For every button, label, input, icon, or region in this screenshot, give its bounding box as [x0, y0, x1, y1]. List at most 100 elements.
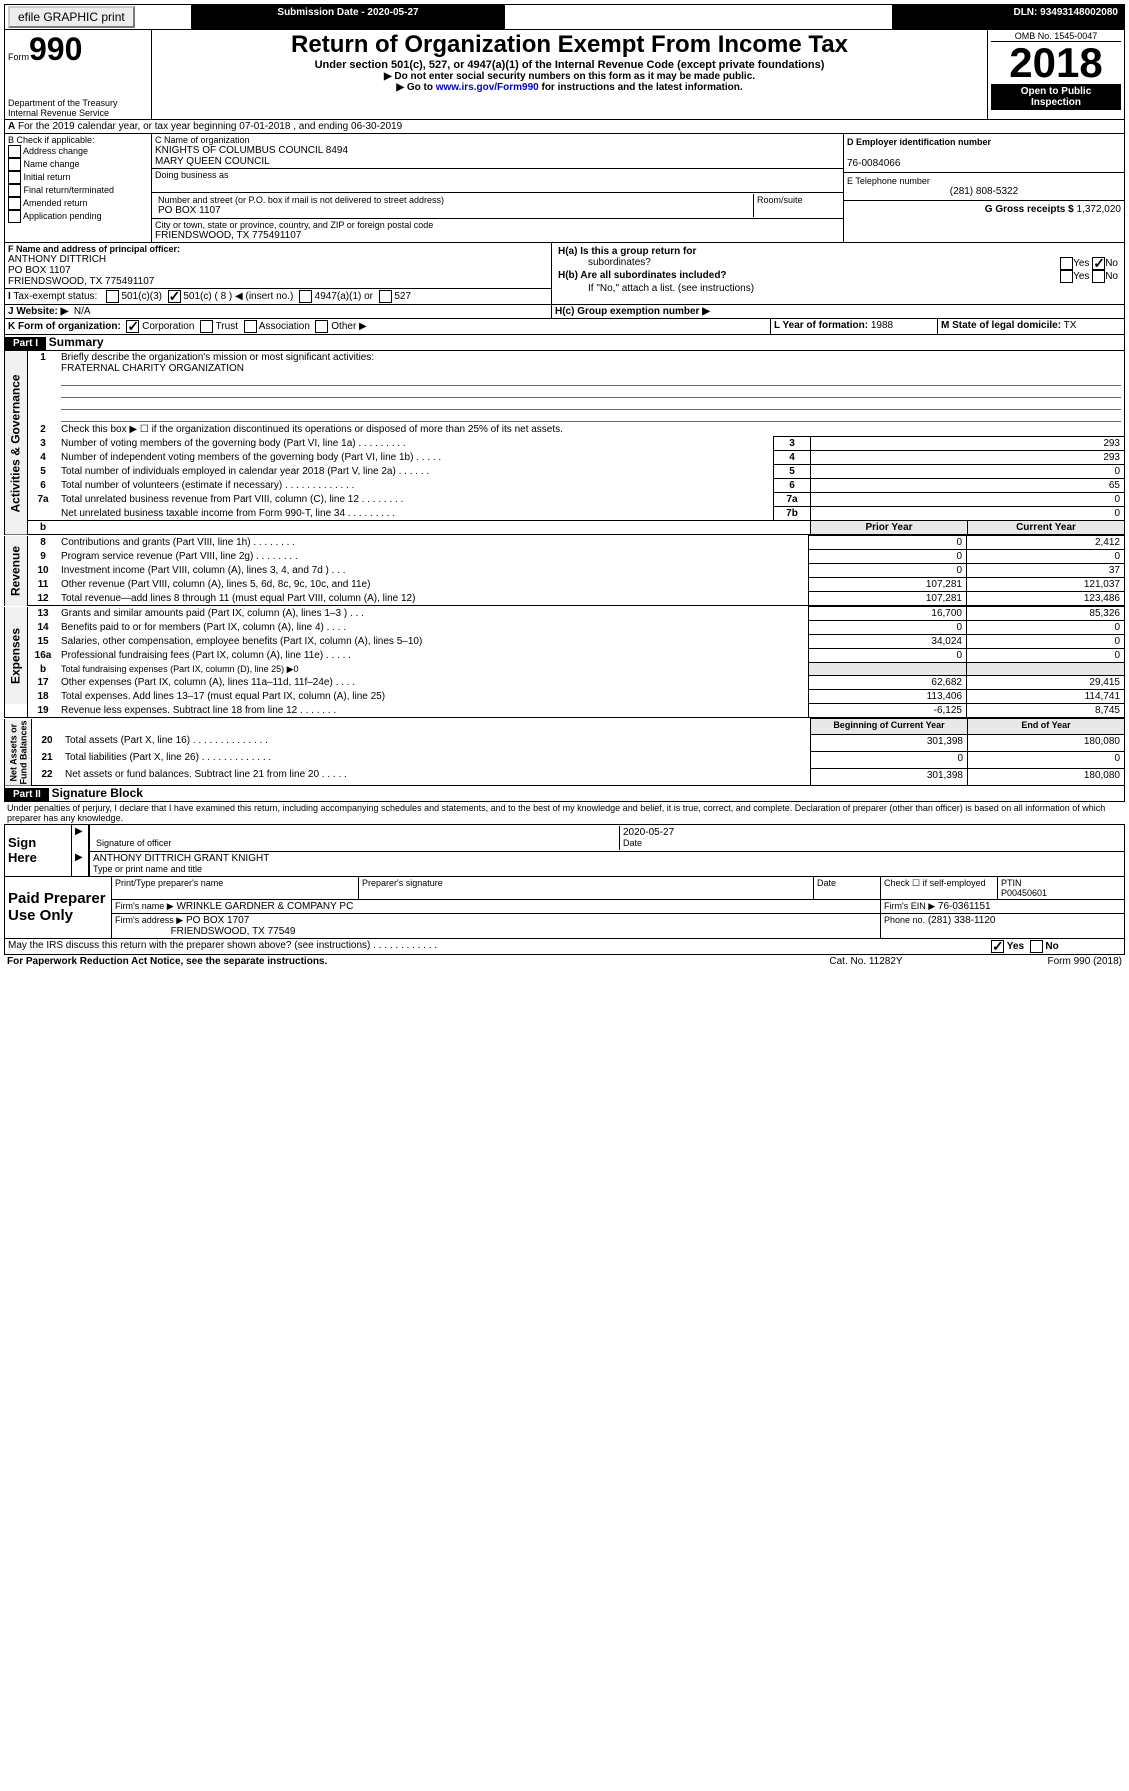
k-label: K Form of organization: [8, 321, 121, 332]
firm-ein: 76-0361151 [938, 901, 991, 912]
check-address[interactable] [8, 145, 21, 158]
q2: Check this box ▶ ☐ if the organization d… [58, 423, 1125, 437]
dba-label: Doing business as [155, 170, 840, 180]
tes-4947[interactable] [299, 290, 312, 303]
self-emp: Check ☐ if self-employed [881, 877, 998, 900]
ha-yes[interactable] [1060, 257, 1073, 270]
py-hdr: Prior Year [811, 521, 968, 535]
submission-date: Submission Date - 2020-05-27 [192, 5, 505, 30]
check-initial[interactable] [8, 171, 21, 184]
discuss-no[interactable] [1030, 940, 1043, 953]
d-label: D Employer identification number [847, 137, 1121, 147]
org-name-1: KNIGHTS OF COLUMBUS COUNCIL 8494 [155, 145, 840, 156]
sign-date: 2020-05-27 [623, 827, 674, 838]
part2-header: Part II Signature Block [4, 786, 1125, 802]
k-corp[interactable] [126, 320, 139, 333]
side-expenses: Expenses [5, 607, 28, 704]
prep-sig-lbl: Preparer's signature [359, 877, 814, 900]
k-trust[interactable] [200, 320, 213, 333]
goto-prefix: ▶ Go to [396, 82, 435, 93]
gross-receipts: 1,372,020 [1077, 204, 1122, 215]
firm-name-lbl: Firm's name ▶ [115, 901, 174, 911]
klm-block: K Form of organization: Corporation Trus… [4, 319, 1125, 335]
prep-date-lbl: Date [814, 877, 881, 900]
check-name[interactable] [8, 158, 21, 171]
rev-9: Program service revenue (Part VIII, line… [58, 550, 809, 564]
firm-name: WRINKLE GARDNER & COMPANY PC [176, 901, 353, 912]
side-revenue: Revenue [5, 536, 28, 606]
discuss-row: May the IRS discuss this return with the… [4, 939, 1125, 955]
instructions-link[interactable]: www.irs.gov/Form990 [436, 82, 539, 93]
dln: DLN: 93493148002080 [892, 5, 1125, 30]
part1-header: Part I Summary [4, 335, 1125, 351]
net-22: Net assets or fund balances. Subtract li… [62, 768, 811, 785]
firm-phone-lbl: Phone no. [884, 915, 925, 925]
discuss-yes[interactable] [991, 940, 1004, 953]
c-label: C Name of organization [155, 135, 840, 145]
bcy-hdr: Beginning of Current Year [811, 719, 968, 735]
pt-name-lbl: Print/Type preparer's name [112, 877, 359, 900]
exp-16b: Total fundraising expenses (Part IX, col… [58, 663, 809, 676]
net-20: Total assets (Part X, line 16) . . . . .… [62, 734, 811, 751]
ha-no[interactable] [1092, 257, 1105, 270]
tes-501c3[interactable] [106, 290, 119, 303]
inspection: Inspection [1031, 97, 1081, 108]
year-formed: 1988 [871, 320, 893, 331]
i-label: Tax-exempt status: [13, 291, 97, 302]
paid-preparer-block: Paid Preparer Use Only Print/Type prepar… [4, 877, 1125, 939]
sign-here: Sign Here [5, 824, 72, 876]
efile-button[interactable]: efile GRAPHIC print [8, 6, 135, 28]
rev-8: Contributions and grants (Part VIII, lin… [58, 536, 809, 550]
footer: For Paperwork Reduction Act Notice, see … [4, 955, 1125, 968]
check-pending[interactable] [8, 210, 21, 223]
mission: FRATERNAL CHARITY ORGANIZATION [61, 363, 244, 374]
ha-label: H(a) Is this a group return for [558, 246, 696, 257]
officer-city: FRIENDSWOOD, TX 775491107 [8, 276, 548, 287]
phone: (281) 808-5322 [847, 186, 1121, 197]
officer-block: F Name and address of principal officer:… [4, 243, 1125, 319]
netassets-table: Net Assets orFund Balances Beginning of … [4, 718, 1125, 786]
net-21: Total liabilities (Part X, line 26) . . … [62, 751, 811, 768]
summary-table: Activities & Governance 1 Briefly descri… [4, 351, 1125, 535]
tax-year: 2018 [991, 42, 1121, 84]
addr-label: Number and street (or P.O. box if mail i… [158, 195, 750, 205]
signer-name: ANTHONY DITTRICH GRANT KNIGHT [93, 853, 269, 864]
form-number: 990 [29, 31, 82, 67]
firm-addr-lbl: Firm's address ▶ [115, 915, 183, 925]
ptin: P00450601 [1001, 888, 1047, 898]
subtitle: Under section 501(c), 527, or 4947(a)(1)… [155, 59, 984, 71]
l-label: L Year of formation: [774, 320, 868, 331]
sign-block: Sign Here ▶ Signature of officer 2020-05… [4, 824, 1125, 877]
website: N/A [74, 306, 91, 317]
revenue-table: Revenue 8Contributions and grants (Part … [4, 535, 1125, 606]
k-other[interactable] [315, 320, 328, 333]
topbar: efile GRAPHIC print Submission Date - 20… [4, 4, 1125, 30]
tes-501c[interactable] [168, 290, 181, 303]
name-label: Type or print name and title [93, 864, 202, 874]
ein: 76-0084066 [847, 158, 900, 169]
hc-label: H(c) Group exemption number ▶ [555, 306, 710, 317]
rev-11: Other revenue (Part VIII, column (A), li… [58, 578, 809, 592]
m-label: M State of legal domicile: [941, 320, 1061, 331]
room-label: Room/suite [754, 194, 841, 217]
exp-17: Other expenses (Part IX, column (A), lin… [58, 676, 809, 690]
exp-19: Revenue less expenses. Subtract line 18 … [58, 704, 809, 718]
hb-yes[interactable] [1060, 270, 1073, 283]
expenses-table: Expenses 13Grants and similar amounts pa… [4, 606, 1125, 718]
j-label: Website: ▶ [16, 306, 68, 317]
h-note: If "No," attach a list. (see instruction… [558, 283, 1118, 294]
eoy-hdr: End of Year [968, 719, 1125, 735]
tes-527[interactable] [379, 290, 392, 303]
row-6: Total number of volunteers (estimate if … [58, 479, 774, 493]
open-public: Open to Public [1021, 86, 1092, 97]
firm-city: FRIENDSWOOD, TX 77549 [171, 926, 296, 937]
check-final[interactable] [8, 184, 21, 197]
k-assoc[interactable] [244, 320, 257, 333]
side-governance: Activities & Governance [5, 351, 28, 535]
check-amended[interactable] [8, 197, 21, 210]
exp-14: Benefits paid to or for members (Part IX… [58, 621, 809, 635]
b-header: B Check if applicable: [8, 135, 148, 145]
hb-no[interactable] [1092, 270, 1105, 283]
firm-addr: PO BOX 1707 [186, 915, 249, 926]
g-label: G Gross receipts $ [985, 204, 1074, 215]
